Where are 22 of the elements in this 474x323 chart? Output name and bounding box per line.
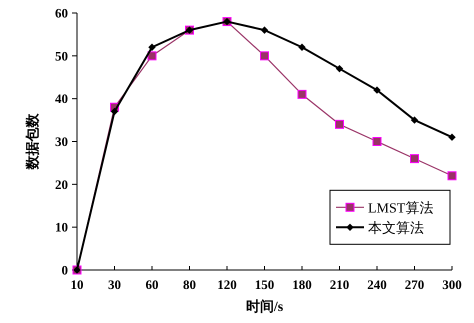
x-tick-label: 10 bbox=[70, 277, 84, 292]
x-tick-label: 30 bbox=[108, 277, 121, 292]
x-tick-label: 300 bbox=[442, 277, 462, 292]
y-tick-label: 60 bbox=[55, 6, 68, 20]
y-tick-label: 30 bbox=[55, 134, 68, 149]
x-tick-label: 60 bbox=[146, 277, 158, 292]
y-tick-label: 0 bbox=[62, 262, 68, 278]
legend-label: 本文算法 bbox=[368, 220, 424, 236]
x-axis-title: 时间/s bbox=[246, 299, 284, 315]
x-tick-label: 150 bbox=[254, 277, 274, 292]
y-tick-label: 10 bbox=[55, 220, 68, 235]
x-tick-label: 270 bbox=[404, 277, 424, 292]
x-tick-label: 120 bbox=[217, 277, 237, 292]
x-tick-label: 80 bbox=[183, 277, 196, 292]
x-tick-label: 240 bbox=[367, 277, 387, 292]
x-tick-label: 210 bbox=[330, 277, 350, 292]
y-tick-label: 50 bbox=[55, 48, 68, 64]
x-tick-label: 180 bbox=[292, 277, 312, 292]
y-tick-label: 40 bbox=[55, 91, 68, 106]
legend-label: LMST算法 bbox=[368, 200, 434, 216]
y-tick-label: 20 bbox=[55, 176, 68, 192]
y-axis-title: 数据包数 bbox=[25, 112, 41, 170]
